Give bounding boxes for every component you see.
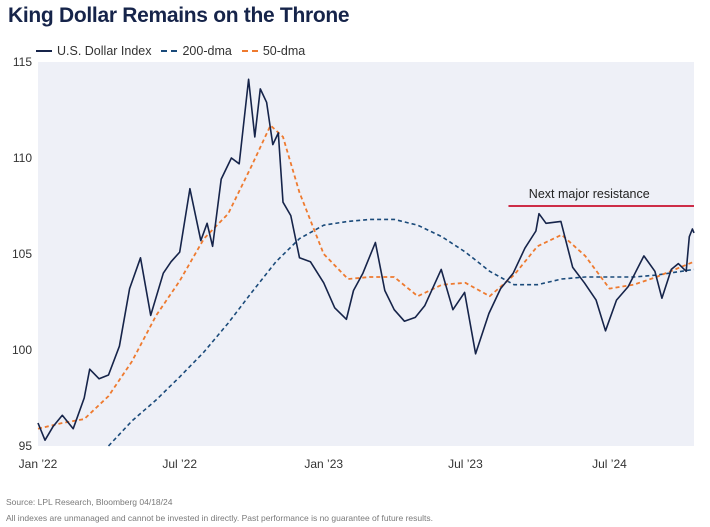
legend-swatch-dxy (36, 50, 52, 52)
resistance-label: Next major resistance (529, 187, 650, 201)
plot-area (38, 62, 694, 446)
dxy-series-line (37, 78, 695, 442)
chart-canvas: 95 100 105 110 115 Jan ’22 Jul ’22 Jan ’23 Jul ’… (12, 55, 695, 471)
chart-legend: U.S. Dollar Index 200-dma 50-dma (36, 44, 315, 58)
y-tick-label: 110 (13, 151, 32, 165)
x-tick-label: Jan ’23 (304, 457, 343, 471)
legend-swatch-200dma (161, 50, 178, 52)
legend-item-200dma: 200-dma (161, 44, 232, 58)
x-tick-label: Jan ’22 (19, 457, 58, 471)
y-tick-label: 115 (13, 55, 32, 69)
legend-label-dxy: U.S. Dollar Index (57, 44, 152, 58)
y-tick-label: 100 (12, 343, 32, 357)
disclaimer-note: All indexes are unmanaged and cannot be … (6, 513, 433, 523)
source-note: Source: LPL Research, Bloomberg 04/18/24 (6, 497, 173, 507)
legend-item-dxy: U.S. Dollar Index (36, 44, 151, 58)
y-tick-label: 105 (12, 247, 32, 261)
x-tick-label: Jul ’22 (162, 457, 197, 471)
legend-swatch-50dma (241, 50, 258, 52)
y-tick-label: 95 (19, 439, 33, 453)
dma50-series-line (37, 124, 695, 430)
chart-title: King Dollar Remains on the Throne (8, 4, 350, 27)
x-tick-label: Jul ’24 (592, 457, 627, 471)
x-tick-label: Jul ’23 (448, 457, 483, 471)
dma200-series-line (107, 218, 695, 447)
legend-label-50dma: 50-dma (262, 44, 306, 58)
legend-item-50dma: 50-dma (241, 44, 306, 58)
legend-label-200dma: 200-dma (182, 44, 232, 58)
